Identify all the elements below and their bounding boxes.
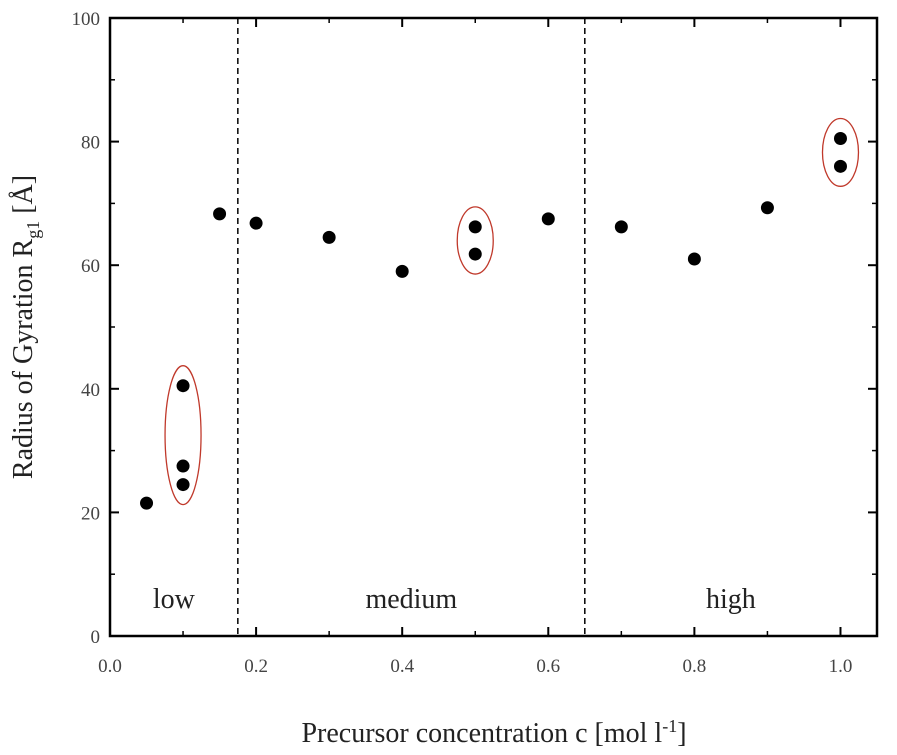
plot-area-border [108, 16, 879, 638]
axis-ticks: 0.0 0.2 0.4 0.6 0.8 1.0 0 20 40 60 80 100 [72, 9, 877, 677]
data-point-6 [322, 230, 336, 244]
data-point-0 [140, 496, 154, 510]
x-tick-label-0: 0.0 [98, 656, 122, 677]
region-dividers [237, 18, 586, 636]
data-point-1 [176, 379, 190, 393]
data-point-14 [833, 132, 847, 146]
data-point-15 [833, 159, 847, 173]
data-point-11 [614, 220, 628, 234]
data-point-2 [176, 459, 190, 473]
data-points [140, 132, 847, 510]
region-label-medium: medium [365, 584, 457, 615]
y-tick-label-5: 100 [72, 9, 101, 30]
y-tick-label-0: 0 [91, 627, 101, 648]
y-tick-label-2: 40 [81, 380, 100, 401]
data-point-4 [213, 207, 227, 221]
x-tick-label-4: 0.8 [683, 656, 707, 677]
region-labels: low medium high [153, 584, 756, 615]
region-label-low: low [153, 584, 196, 615]
data-point-12 [687, 252, 701, 266]
region-label-high: high [706, 584, 756, 615]
highlight-ellipse-1 [456, 206, 494, 275]
highlight-ellipse-0 [164, 365, 202, 506]
x-tick-label-5: 1.0 [829, 656, 853, 677]
y-tick-label-4: 80 [81, 133, 100, 154]
highlight-ellipse-2 [821, 117, 860, 187]
data-point-10 [541, 212, 555, 226]
data-point-9 [468, 247, 482, 261]
data-point-13 [760, 201, 774, 215]
plot-frame [108, 16, 879, 638]
x-axis-title: Precursor concentration c [mol l-1] [301, 716, 686, 749]
data-point-7 [395, 264, 409, 278]
y-axis-title: Radius of Gyration Rg1 [Å] [8, 175, 43, 479]
data-point-5 [249, 216, 263, 230]
x-tick-label-2: 0.4 [390, 656, 414, 677]
x-tick-label-1: 0.2 [244, 656, 268, 677]
y-tick-label-1: 20 [81, 503, 100, 524]
x-tick-label-3: 0.6 [536, 656, 560, 677]
y-tick-label-3: 60 [81, 256, 100, 277]
highlight-ellipses [164, 117, 860, 506]
data-point-3 [176, 478, 190, 492]
data-point-8 [468, 220, 482, 234]
